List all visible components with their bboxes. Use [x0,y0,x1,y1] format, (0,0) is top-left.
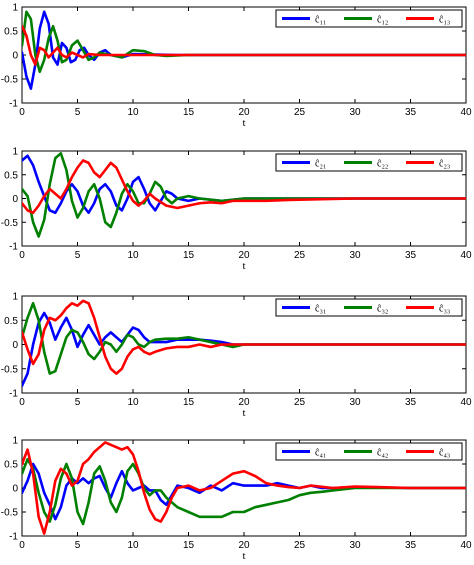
legend-label: ĉ₄₃ [439,448,450,459]
panel-2: 0 5 10 15 20 25 30 35 40 -1 -0.5 0 0.5 1 t ĉ₂₁ ĉ₂₂ ĉ₂₃ [1,147,472,273]
x-axis-label: t [242,407,245,419]
legend-label: ĉ₃₂ [377,304,388,315]
x-tick-label: 25 [294,540,306,551]
x-tick-label: 35 [405,540,417,551]
x-tick-label: 30 [349,540,361,551]
x-tick-label: 20 [238,107,250,118]
series-line-2 [22,10,466,74]
series-line-3 [22,159,466,215]
x-axis-label: t [242,117,245,129]
legend-label: ĉ₂₂ [377,159,388,170]
x-tick-label: 5 [75,397,81,408]
x-tick-label: 5 [75,250,81,261]
series-line-1 [22,154,466,215]
series-line-2 [22,152,466,238]
legend: ĉ₂₁ ĉ₂₂ ĉ₂₃ [275,153,463,172]
x-tick-label: 35 [405,250,417,261]
x-tick-label: 15 [183,540,195,551]
x-tick-label: 10 [127,540,139,551]
x-tick-label: 0 [19,250,25,261]
y-tick-label: -0.5 [1,364,19,375]
y-tick-label: -1 [9,389,18,400]
x-tick-label: 25 [294,107,306,118]
x-tick-label: 25 [294,250,306,261]
x-tick-label: 30 [349,250,361,261]
y-tick-label: 1 [12,147,18,158]
x-tick-label: 15 [183,397,195,408]
x-tick-label: 5 [75,540,81,551]
y-tick-label: -0.5 [1,218,19,229]
x-tick-label: 40 [460,107,472,118]
y-tick-label: -1 [9,99,18,110]
series-line-2 [22,301,466,375]
x-tick-label: 35 [405,397,417,408]
x-axis-label: t [242,260,245,272]
y-tick-label: -1 [9,242,18,253]
legend-label: ĉ₁₂ [377,15,388,26]
x-tick-label: 10 [127,397,139,408]
series-line-3 [22,299,466,375]
y-tick-label: -0.5 [1,75,19,86]
x-tick-label: 15 [183,107,195,118]
x-tick-label: 20 [238,250,250,261]
y-tick-label: 0 [12,51,18,62]
x-tick-label: 20 [238,397,250,408]
x-tick-label: 15 [183,250,195,261]
x-tick-label: 10 [127,107,139,118]
y-tick-label: -1 [9,532,18,543]
x-tick-label: 30 [349,397,361,408]
x-tick-label: 0 [19,397,25,408]
x-tick-label: 20 [238,540,250,551]
legend-label: ĉ₄₁ [315,448,326,459]
x-tick-label: 40 [460,250,472,261]
y-tick-label: -0.5 [1,508,19,519]
legend-label: ĉ₂₃ [439,159,450,170]
x-tick-label: 5 [75,107,81,118]
x-tick-label: 40 [460,397,472,408]
series-line-1 [22,462,466,521]
legend: ĉ₄₁ ĉ₄₂ ĉ₄₃ [275,442,463,461]
x-tick-label: 0 [19,107,25,118]
x-tick-label: 30 [349,107,361,118]
legend-label: ĉ₃₃ [439,304,450,315]
legend: ĉ₁₁ ĉ₁₂ ĉ₁₃ [275,9,463,28]
x-tick-label: 10 [127,250,139,261]
series-line-3 [22,441,466,535]
panel-3: 0 5 10 15 20 25 30 35 40 -1 -0.5 0 0.5 1 t ĉ₃₁ ĉ₃₂ ĉ₃₃ [1,292,472,420]
legend: ĉ₃₁ ĉ₃₂ ĉ₃₃ [275,298,463,317]
x-tick-label: 35 [405,107,417,118]
x-tick-label: 25 [294,397,306,408]
y-tick-label: 0 [12,340,18,351]
y-tick-label: 1 [12,436,18,447]
y-tick-label: 0.5 [4,316,18,327]
y-tick-label: 0.5 [4,27,18,38]
y-tick-label: 0 [12,484,18,495]
legend-label: ĉ₄₂ [377,448,388,459]
y-tick-label: 1 [12,3,18,14]
panel-4: 0 5 10 15 20 25 30 35 40 -1 -0.5 0 0.5 1 t ĉ₄₁ ĉ₄₂ ĉ₄₃ [1,436,472,563]
x-tick-label: 40 [460,540,472,551]
y-tick-label: 0.5 [4,170,18,181]
y-tick-label: 0.5 [4,460,18,471]
legend-label: ĉ₁₃ [439,15,450,26]
x-axis-label: t [242,550,245,562]
legend-label: ĉ₁₁ [315,15,326,26]
y-tick-label: 0 [12,194,18,205]
legend-label: ĉ₂₁ [315,159,326,170]
x-tick-label: 0 [19,540,25,551]
panel-1: 0 5 10 15 20 25 30 35 40 -1 -0.5 0 0.5 1 t ĉ₁₁ ĉ₁₂ ĉ₁₃ [1,3,472,130]
y-tick-label: 1 [12,292,18,303]
legend-label: ĉ₃₁ [315,304,326,315]
series-line-3 [22,24,466,66]
